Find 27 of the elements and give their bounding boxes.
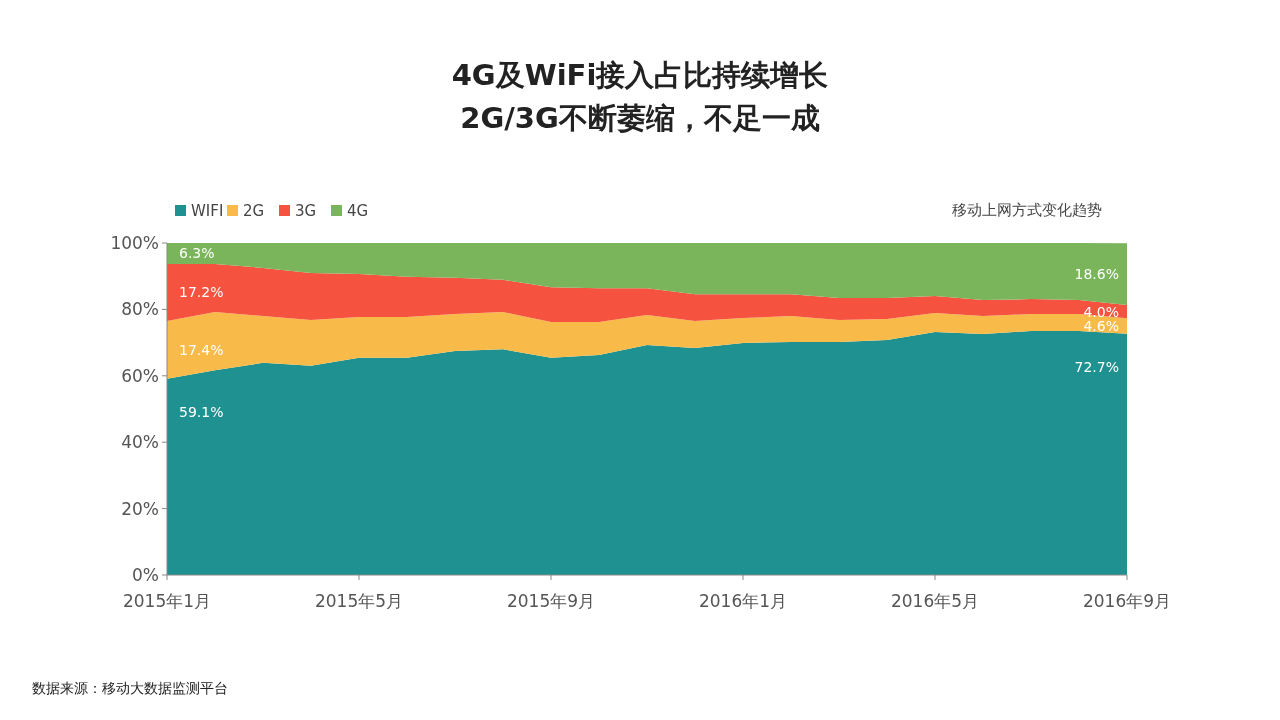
y-tick-label: 100% [110, 233, 159, 253]
legend-label: WIFI [191, 202, 224, 220]
y-tick-label: 40% [121, 432, 159, 453]
data-label: 4.6% [1083, 318, 1119, 334]
data-label: 17.4% [179, 341, 224, 358]
x-tick-label: 2015年9月 [506, 591, 596, 611]
data-label: 59.1% [179, 403, 224, 420]
y-tick-label: 0% [132, 565, 159, 585]
x-tick-label: 2015年5月 [314, 591, 404, 611]
data-label: 72.7% [1074, 358, 1119, 375]
legend-label: 4G [347, 202, 369, 220]
legend-label: 3G [295, 202, 317, 220]
x-tick-label: 2016年1月 [698, 591, 788, 611]
chart-subtitle: 移动上网方式变化趋势 [952, 201, 1102, 219]
data-label: 4.0% [1083, 303, 1119, 320]
y-tick-label: 20% [121, 498, 159, 519]
chart-title: 4G及WiFi接入占比持续增长 2G/3G不断萎缩，不足一成 [451, 58, 829, 135]
y-tick-label: 60% [121, 365, 159, 386]
y-tick-label: 80% [121, 299, 159, 320]
data-label: 18.6% [1074, 266, 1119, 283]
x-tick-label: 2016年9月 [1082, 591, 1172, 611]
x-tick-label: 2015年1月 [122, 591, 212, 611]
x-tick-label: 2016年5月 [890, 591, 980, 611]
source-note: 数据来源：移动大数据监测平台 [32, 680, 228, 696]
data-label: 17.2% [179, 284, 224, 301]
legend-label: 2G [243, 202, 265, 220]
data-label: 6.3% [179, 245, 215, 262]
